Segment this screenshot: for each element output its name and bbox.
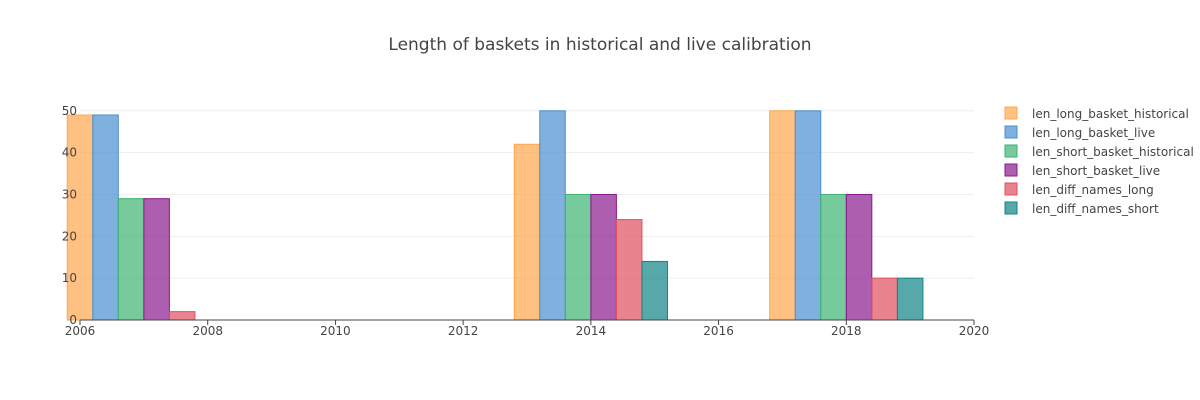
legend-item-len_diff_names_short[interactable]: len_diff_names_short (1004, 201, 1159, 216)
bar-len_diff_names_short-2018[interactable] (896, 277, 924, 321)
x-tick-label: 2014 (576, 324, 607, 338)
chart-title: Length of baskets in historical and live… (388, 35, 811, 55)
legend-swatch (1004, 125, 1018, 139)
y-tick-label: 10 (62, 271, 77, 285)
bar-len_diff_names_short-2014[interactable] (641, 260, 668, 321)
legend-item-len_diff_names_long[interactable]: len_diff_names_long (1004, 182, 1154, 197)
bar-len_long_basket_historical-2014[interactable] (513, 143, 541, 321)
bar-len_diff_names_long-2018[interactable] (871, 277, 898, 321)
x-tick-label: 2018 (831, 324, 862, 338)
bar-len_long_basket_historical-2018[interactable] (769, 110, 796, 321)
x-tick-label: 2008 (192, 324, 223, 338)
legend-item-len_short_basket_historical[interactable]: len_short_basket_historical (1004, 144, 1194, 159)
legend-item-len_short_basket_live[interactable]: len_short_basket_live (1004, 163, 1160, 178)
legend[interactable]: len_long_basket_historical len_long_baske… (1004, 106, 1194, 216)
legend-swatch (1004, 163, 1018, 177)
bar-len_short_basket_live-2014[interactable] (590, 193, 617, 321)
legend-label: len_short_basket_live (1032, 164, 1160, 178)
x-tick-label: 2012 (448, 324, 479, 338)
bar-len_long_basket_live-2018[interactable] (794, 110, 822, 321)
legend-swatch (1004, 182, 1018, 196)
bar-len_short_basket_historical-2014[interactable] (564, 193, 592, 321)
legend-swatch (1004, 106, 1018, 120)
legend-label: len_long_basket_historical (1032, 107, 1189, 121)
bar-len_short_basket_historical-2007[interactable] (117, 198, 145, 321)
bar-len_diff_names_long-2014[interactable] (615, 219, 643, 321)
y-tick-label: 50 (62, 104, 77, 118)
legend-swatch (1004, 201, 1018, 215)
bar-len_long_basket_live-2007[interactable] (92, 114, 119, 321)
legend-swatch (1004, 144, 1018, 158)
x-tick-label: 2010 (320, 324, 351, 338)
legend-label: len_long_basket_live (1032, 126, 1155, 140)
legend-label: len_diff_names_short (1032, 202, 1159, 216)
bar-len_short_basket_live-2007[interactable] (143, 198, 170, 321)
y-tick-label: 20 (62, 229, 77, 243)
y-tick-label: 0 (69, 313, 77, 327)
bar-len_long_basket_historical-2007[interactable] (66, 114, 94, 321)
x-tick-label: 2020 (959, 324, 990, 338)
x-tick-label: 2016 (703, 324, 734, 338)
bar-len_diff_names_long-2007[interactable] (168, 311, 196, 321)
bars (66, 110, 924, 321)
bar-len_long_basket_live-2014[interactable] (539, 110, 566, 321)
legend-label: len_short_basket_historical (1032, 145, 1194, 159)
x-tick-label: 2006 (65, 324, 96, 338)
legend-item-len_long_basket_historical[interactable]: len_long_basket_historical (1004, 106, 1189, 121)
bar-len_short_basket_historical-2018[interactable] (820, 193, 847, 321)
y-tick-label: 30 (62, 187, 77, 201)
legend-label: len_diff_names_long (1032, 183, 1154, 197)
bar-len_short_basket_live-2018[interactable] (845, 193, 873, 321)
legend-item-len_long_basket_live[interactable]: len_long_basket_live (1004, 125, 1155, 140)
axes: 0 10 20 30 40 50 2006 2008 2010 2012 2014 2016 2018 2… (62, 104, 990, 338)
y-tick-label: 40 (62, 146, 77, 160)
